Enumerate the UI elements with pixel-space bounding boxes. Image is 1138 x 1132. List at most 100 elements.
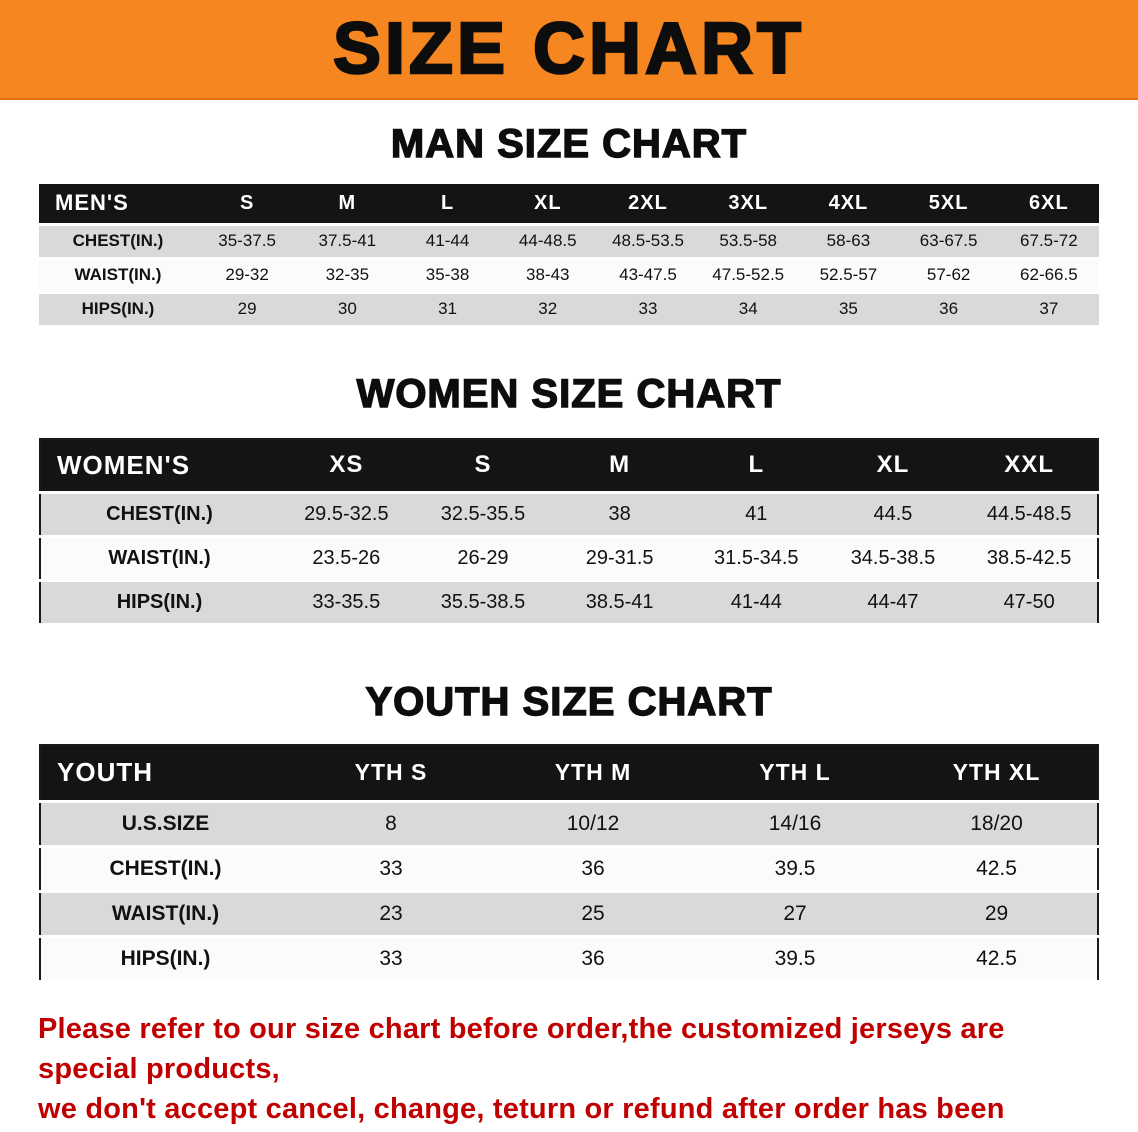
size-column-header: 5XL [898,184,999,226]
measurement-value: 43-47.5 [597,258,699,294]
measurement-value: 35-38 [397,258,498,294]
size-column-header: XL [824,438,962,494]
measurement-label: CHEST(IN.) [40,492,278,538]
measurement-value: 37.5-41 [297,224,398,260]
measurement-label: HIPS(IN.) [39,292,197,328]
measurement-value: 33 [290,936,492,983]
size-column-header: XL [497,184,598,226]
measurement-value: 39.5 [694,846,896,893]
youth-size-table: YOUTH YTH S YTH M YTH L YTH XL U.S.SIZE 8 10/12… [39,744,1099,983]
disclaimer-line-2: we don't accept cancel, change, teturn o… [38,1092,1005,1125]
size-column-header: XS [278,438,415,494]
measurement-value: 41-44 [397,224,498,260]
measurement-value: 36 [492,846,694,893]
measurement-label: HIPS(IN.) [40,580,278,626]
measurement-value: 29.5-32.5 [278,492,415,538]
measurement-value: 36 [492,936,694,983]
measurement-value: 33-35.5 [278,580,415,626]
measurement-value: 44.5-48.5 [961,492,1098,538]
measurement-value: 67.5-72 [998,224,1099,260]
measurement-value: 25 [492,891,694,938]
measurement-value: 32-35 [297,258,398,294]
table-corner-label: MEN'S [39,184,197,226]
measurement-value: 48.5-53.5 [597,224,699,260]
measurement-value: 34 [698,292,799,328]
size-column-header: YTH XL [896,745,1098,803]
measurement-value: 35.5-38.5 [414,580,552,626]
measurement-value: 38 [551,492,688,538]
measurement-value: 47-50 [961,580,1098,626]
size-column-header: YTH S [290,745,492,803]
size-column-header: M [551,438,688,494]
measurement-value: 44-47 [824,580,962,626]
size-column-header: 2XL [597,184,699,226]
measurement-value: 38-43 [497,258,598,294]
table-row: WAIST(IN.) 23 25 27 29 [40,891,1098,938]
youth-size-section: YOUTH SIZE CHART YOUTH YTH S YTH M YTH L YTH… [0,680,1138,983]
measurement-value: 31 [397,292,498,328]
measurement-value: 30 [297,292,398,328]
youth-section-heading: YOUTH SIZE CHART [365,680,773,724]
size-column-header: XXL [961,438,1098,494]
table-row: CHEST(IN.) 35-37.5 37.5-41 41-44 44-48.5 48.5… [39,224,1099,260]
measurement-value: 38.5-42.5 [961,536,1098,582]
measurement-value: 8 [290,801,492,848]
banner: SIZE CHART [0,0,1138,100]
size-column-header: 3XL [698,184,799,226]
measurement-value: 31.5-34.5 [687,536,825,582]
size-column-header: 4XL [798,184,899,226]
measurement-label: WAIST(IN.) [39,258,197,294]
size-column-header: YTH M [492,745,694,803]
table-row: U.S.SIZE 8 10/12 14/16 18/20 [40,801,1098,848]
women-size-table: WOMEN'S XS S M L XL XXL CHEST(IN.) 29.5-32.5 32.5… [39,437,1099,626]
table-header-row: MEN'S S M L XL 2XL 3XL 4XL 5XL 6XL [39,184,1099,226]
women-section-heading: WOMEN SIZE CHART [356,371,782,416]
measurement-value: 14/16 [694,801,896,848]
measurement-value: 39.5 [694,936,896,983]
size-column-header: S [414,438,552,494]
table-row: CHEST(IN.) 29.5-32.5 32.5-35.5 38 41 44.5 44.5… [40,492,1098,538]
women-size-section: WOMEN SIZE CHART WOMEN'S XS S M L XL XXL CHEST(… [0,371,1138,626]
measurement-value: 42.5 [896,846,1098,893]
measurement-value: 44.5 [824,492,962,538]
measurement-value: 57-62 [898,258,999,294]
measurement-value: 10/12 [492,801,694,848]
measurement-value: 26-29 [414,536,552,582]
measurement-value: 44-48.5 [497,224,598,260]
measurement-value: 62-66.5 [998,258,1099,294]
table-row: HIPS(IN.) 33 36 39.5 42.5 [40,936,1098,983]
size-column-header: 6XL [998,184,1099,226]
disclaimer-line-1: Please refer to our size chart before or… [38,1012,1005,1085]
men-section-heading: MAN SIZE CHART [390,122,748,166]
page-title: SIZE CHART [332,9,805,89]
measurement-label: U.S.SIZE [40,801,290,848]
table-header-row: YOUTH YTH S YTH M YTH L YTH XL [40,745,1098,803]
measurement-value: 52.5-57 [798,258,899,294]
size-column-header: L [397,184,498,226]
measurement-value: 32.5-35.5 [414,492,552,538]
table-corner-label: WOMEN'S [40,438,278,494]
measurement-value: 63-67.5 [898,224,999,260]
measurement-value: 53.5-58 [698,224,799,260]
measurement-value: 29 [197,292,298,328]
measurement-value: 27 [694,891,896,938]
measurement-value: 23 [290,891,492,938]
measurement-value: 47.5-52.5 [698,258,799,294]
table-header-row: WOMEN'S XS S M L XL XXL [40,438,1098,494]
measurement-value: 41-44 [687,580,825,626]
measurement-label: HIPS(IN.) [40,936,290,983]
measurement-label: CHEST(IN.) [39,224,197,260]
measurement-value: 35-37.5 [197,224,298,260]
measurement-value: 42.5 [896,936,1098,983]
table-row: HIPS(IN.) 29 30 31 32 33 34 35 36 37 [39,292,1099,328]
measurement-label: WAIST(IN.) [40,891,290,938]
measurement-value: 58-63 [798,224,899,260]
table-corner-label: YOUTH [40,745,290,803]
measurement-value: 41 [687,492,825,538]
size-column-header: S [197,184,298,226]
measurement-value: 37 [998,292,1099,328]
measurement-value: 29 [896,891,1098,938]
measurement-label: CHEST(IN.) [40,846,290,893]
table-row: WAIST(IN.) 23.5-26 26-29 29-31.5 31.5-34.5 34… [40,536,1098,582]
measurement-value: 29-31.5 [551,536,688,582]
